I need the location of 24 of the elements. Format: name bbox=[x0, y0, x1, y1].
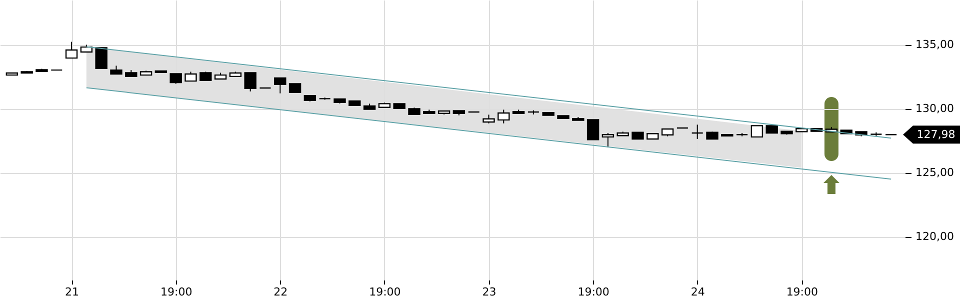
candlestick bbox=[602, 132, 614, 148]
y-tick-label: 120,00 bbox=[916, 230, 954, 244]
x-tick-label: 19:00 bbox=[578, 286, 610, 298]
x-tick-label: 19:00 bbox=[160, 286, 192, 298]
y-tick-label: 130,00 bbox=[916, 102, 954, 116]
candlestick bbox=[95, 47, 108, 69]
candlestick bbox=[244, 72, 256, 92]
x-tick-label: 23 bbox=[482, 286, 496, 298]
x-tick-label: 22 bbox=[274, 286, 288, 298]
x-tick-label: 19:00 bbox=[786, 286, 818, 298]
y-tick-label: 125,00 bbox=[916, 166, 954, 180]
x-tick-label: 24 bbox=[690, 286, 705, 298]
y-tick-label: 135,00 bbox=[916, 38, 954, 52]
candlestick bbox=[170, 73, 182, 84]
text: 127,98 bbox=[916, 128, 956, 142]
x-tick-label: 21 bbox=[65, 286, 80, 298]
candlestick bbox=[750, 125, 764, 138]
x-tick-label: 19:00 bbox=[369, 286, 401, 298]
candlestick bbox=[586, 119, 600, 140]
candlestick bbox=[274, 77, 286, 94]
candlestick bbox=[184, 71, 197, 82]
candlestick bbox=[65, 41, 78, 59]
candlestick bbox=[498, 109, 510, 124]
candlestick bbox=[691, 124, 704, 140]
